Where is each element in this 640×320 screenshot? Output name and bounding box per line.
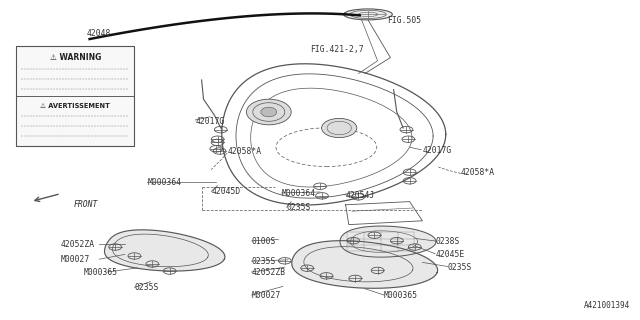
Ellipse shape <box>246 99 291 125</box>
Text: M000364: M000364 <box>282 189 316 198</box>
Text: 42017G: 42017G <box>422 146 452 155</box>
Text: A421001394: A421001394 <box>584 301 630 310</box>
Text: 42052ZA: 42052ZA <box>61 240 95 249</box>
Text: 42052ZB: 42052ZB <box>252 268 285 277</box>
Text: 42054J: 42054J <box>346 191 375 200</box>
Text: 42048: 42048 <box>87 29 111 38</box>
Text: M00027: M00027 <box>61 255 90 264</box>
Polygon shape <box>340 226 436 257</box>
Bar <box>16 46 134 96</box>
Text: ⚠ WARNING: ⚠ WARNING <box>49 53 101 62</box>
Text: 0100S: 0100S <box>252 237 276 246</box>
Ellipse shape <box>322 118 357 138</box>
Text: 0235S: 0235S <box>287 204 311 212</box>
Text: FRONT: FRONT <box>74 200 98 209</box>
Text: 0238S: 0238S <box>435 237 460 246</box>
Text: FIG.505: FIG.505 <box>387 16 421 25</box>
Text: M000365: M000365 <box>83 268 117 277</box>
Text: 0235S: 0235S <box>252 257 276 266</box>
Text: 42058*A: 42058*A <box>461 168 495 177</box>
Polygon shape <box>104 230 225 271</box>
Text: 42058*A: 42058*A <box>227 148 261 156</box>
Text: FIG.421-2,7: FIG.421-2,7 <box>310 45 364 54</box>
Text: M000364: M000364 <box>147 178 181 187</box>
Polygon shape <box>292 241 438 288</box>
Ellipse shape <box>344 9 392 20</box>
Text: ⚠ AVERTISSEMENT: ⚠ AVERTISSEMENT <box>40 103 110 109</box>
Text: 42045D: 42045D <box>211 188 241 196</box>
Ellipse shape <box>261 107 277 117</box>
Text: 42045E: 42045E <box>435 250 465 259</box>
Text: 42017G: 42017G <box>195 117 225 126</box>
Text: 0235S: 0235S <box>134 284 159 292</box>
Bar <box>16 96 134 146</box>
Text: M00027: M00027 <box>252 292 281 300</box>
Bar <box>16 46 134 146</box>
Text: M000365: M000365 <box>384 292 418 300</box>
Text: 0235S: 0235S <box>448 263 472 272</box>
